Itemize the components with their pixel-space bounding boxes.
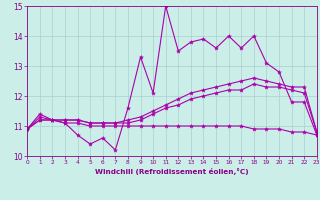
X-axis label: Windchill (Refroidissement éolien,°C): Windchill (Refroidissement éolien,°C) — [95, 168, 249, 175]
